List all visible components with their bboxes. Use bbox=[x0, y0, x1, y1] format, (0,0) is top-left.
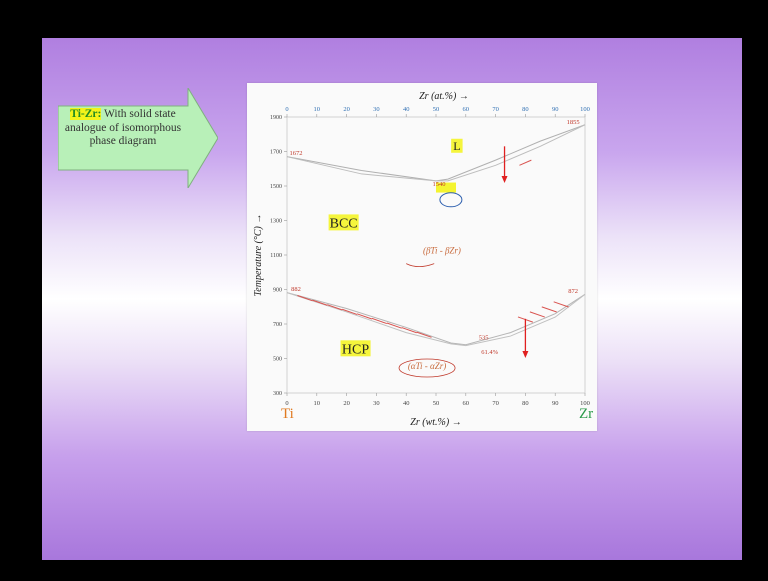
hatch-mark bbox=[541, 306, 557, 313]
y-tick-label: 1700 bbox=[270, 150, 282, 156]
transus-lower-line bbox=[286, 292, 586, 347]
phase-label: BCC bbox=[330, 216, 358, 231]
top-axis-label: Zr (at.%) → bbox=[419, 91, 469, 102]
x-tick-label: 40 bbox=[403, 400, 410, 407]
cooling-arrow-upper-head bbox=[501, 175, 508, 183]
top-tick-label: 10 bbox=[314, 106, 321, 113]
element-label-ti: Ti bbox=[281, 406, 294, 422]
hatch-mark bbox=[356, 313, 373, 320]
solidus-line bbox=[286, 124, 586, 182]
top-tick-label: 20 bbox=[343, 106, 350, 113]
phase-label: HCP bbox=[342, 342, 369, 357]
phase-label: L bbox=[453, 139, 460, 153]
hatch-mark bbox=[529, 311, 545, 318]
top-tick-label: 90 bbox=[552, 106, 559, 113]
phase-label: (βTi - βZr) bbox=[423, 245, 461, 255]
y-axis-label: Temperature (°C) → bbox=[253, 214, 264, 297]
hatch-mark bbox=[297, 295, 313, 302]
hatch-mark bbox=[519, 159, 532, 166]
top-tick-label: 70 bbox=[492, 106, 499, 113]
value-annotation: 61.4% bbox=[481, 349, 498, 356]
value-annotation: 535 bbox=[479, 335, 489, 342]
x-tick-label: 0 bbox=[285, 400, 288, 407]
x-tick-label: 10 bbox=[314, 400, 321, 407]
top-tick-label: 0 bbox=[285, 106, 288, 113]
y-tick-label: 1300 bbox=[270, 219, 282, 225]
x-tick-label: 80 bbox=[522, 400, 529, 407]
value-annotation: 1855 bbox=[567, 119, 580, 126]
hatch-mark bbox=[327, 304, 343, 311]
x-axis-label: Zr (wt.%) → bbox=[410, 417, 461, 428]
min-point-circle bbox=[439, 192, 463, 208]
phase-label: (αTi - αZr) bbox=[408, 361, 446, 371]
liquidus-line bbox=[286, 124, 586, 182]
x-tick-label: 60 bbox=[463, 400, 470, 407]
hatch-mark bbox=[386, 322, 402, 329]
hatch-mark bbox=[312, 299, 328, 306]
transus-upper-line bbox=[286, 292, 586, 346]
top-tick-label: 80 bbox=[522, 106, 529, 113]
top-tick-label: 60 bbox=[463, 106, 470, 113]
top-tick-label: 100 bbox=[580, 106, 590, 113]
top-tick-label: 50 bbox=[433, 106, 440, 113]
phase-diagram-chart: 0 10 20 30 40 50 60 70 80 90 100 0 10 20 30 40 50 60 70 80 9… bbox=[253, 91, 593, 428]
callout-highlight: Ti-Zr: bbox=[70, 108, 102, 120]
x-tick-label: 100 bbox=[580, 400, 590, 407]
phase-label-highlight bbox=[451, 138, 463, 153]
y-tick-label: 1100 bbox=[270, 253, 282, 259]
hatch-mark bbox=[371, 317, 387, 325]
value-annotation: 1672 bbox=[289, 150, 302, 157]
hatch-mark bbox=[416, 331, 432, 338]
hatch-mark bbox=[341, 308, 358, 315]
y-tick-label: 700 bbox=[273, 322, 282, 328]
x-tick-label: 50 bbox=[433, 400, 440, 407]
x-tick-label: 30 bbox=[373, 400, 380, 407]
phase-diagram-figure: 0 10 20 30 40 50 60 70 80 90 100 0 10 20 30 40 50 60 70 80 9… bbox=[247, 83, 597, 431]
y-tick-label: 1500 bbox=[270, 184, 282, 190]
y-tick-label: 1900 bbox=[270, 115, 282, 121]
phase-label-highlight bbox=[340, 340, 371, 357]
alpha-circle bbox=[398, 358, 456, 378]
hatch-mark bbox=[401, 327, 417, 334]
phase-label-highlight bbox=[328, 214, 359, 231]
hatch-mark bbox=[553, 301, 569, 308]
x-tick-label: 20 bbox=[343, 400, 350, 407]
y-tick-label: 500 bbox=[273, 357, 282, 363]
x-tick-label: 90 bbox=[552, 400, 559, 407]
value-annotation: 1540 bbox=[432, 181, 445, 188]
top-tick-label: 40 bbox=[403, 106, 410, 113]
top-tick-label: 30 bbox=[373, 106, 380, 113]
x-tick-label: 70 bbox=[492, 400, 499, 407]
cooling-arrow-lower-head bbox=[522, 351, 529, 359]
callout-text: Ti-Zr: With solid state analogue of isom… bbox=[62, 108, 184, 149]
value-annotation: 872 bbox=[568, 288, 578, 295]
y-tick-label: 300 bbox=[273, 391, 282, 397]
min-point-highlight bbox=[436, 182, 456, 193]
element-label-zr: Zr bbox=[579, 406, 593, 422]
y-tick-label: 900 bbox=[273, 288, 282, 294]
callout-body: With solid state analogue of isomorphous… bbox=[64, 108, 182, 147]
beta-underline bbox=[406, 263, 435, 268]
value-annotation: 882 bbox=[291, 286, 301, 293]
